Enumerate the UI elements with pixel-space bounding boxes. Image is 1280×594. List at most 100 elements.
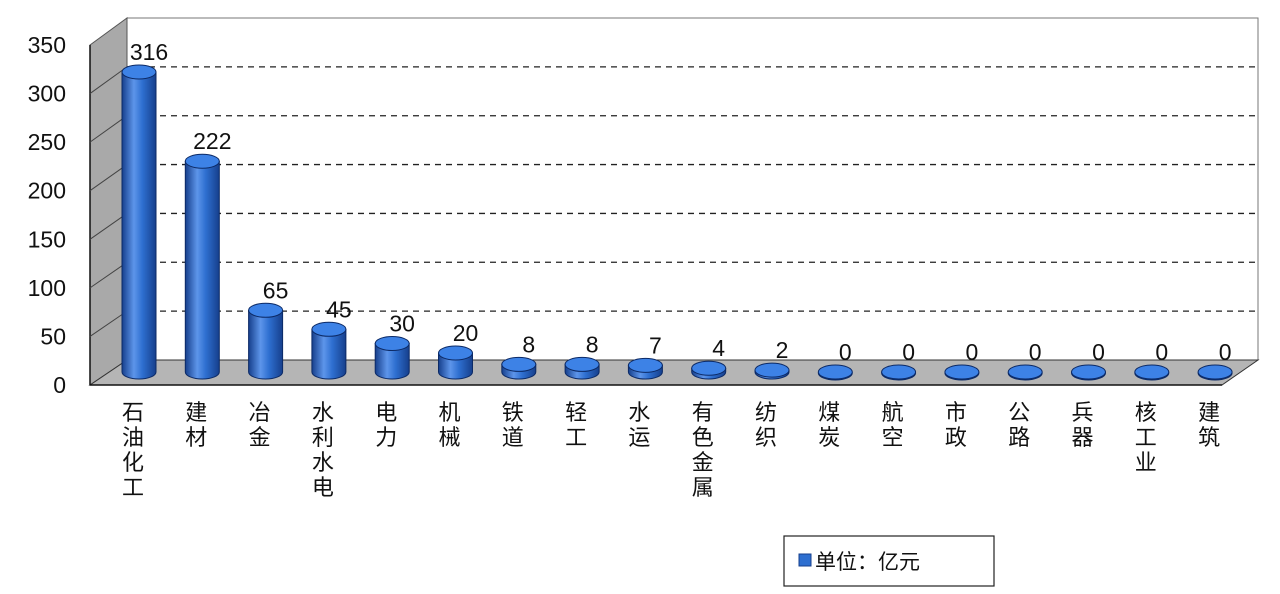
bar <box>691 360 727 380</box>
y-tick-label: 200 <box>28 178 66 204</box>
bar-top <box>121 64 157 80</box>
bar-top <box>438 345 473 361</box>
data-label: 0 <box>966 339 979 365</box>
category-label: 电力 <box>375 401 397 451</box>
y-tick-label: 50 <box>40 323 66 349</box>
bar-top <box>817 364 853 380</box>
y-tick-label: 350 <box>28 32 66 58</box>
data-label: 7 <box>649 332 662 358</box>
bar <box>501 356 537 380</box>
data-label: 20 <box>453 320 479 346</box>
plot-back-wall <box>126 17 1259 361</box>
bar-top <box>248 302 284 318</box>
y-tick-label: 100 <box>28 275 66 301</box>
bar-top <box>881 364 917 380</box>
legend: 单位：亿元 <box>783 535 995 587</box>
data-label: 2 <box>776 337 789 363</box>
data-label: 45 <box>326 296 352 322</box>
category-label: 冶金 <box>249 401 271 451</box>
data-label: 316 <box>130 39 168 65</box>
bar <box>184 153 220 380</box>
gridlines <box>89 66 1258 337</box>
bar <box>248 302 284 380</box>
category-label: 水运 <box>628 401 650 451</box>
data-label: 8 <box>522 331 535 357</box>
bar <box>944 364 980 381</box>
bars <box>121 64 1233 381</box>
legend-swatch <box>798 553 812 567</box>
bar-top <box>754 362 790 378</box>
data-label: 0 <box>1029 339 1042 365</box>
bar-body <box>248 309 284 380</box>
bar-top <box>501 356 537 372</box>
bar-top <box>691 360 727 376</box>
bar-top <box>627 357 663 373</box>
data-label: 0 <box>1092 339 1105 365</box>
data-label: 8 <box>586 331 599 357</box>
data-label: 0 <box>902 339 915 365</box>
bar-top <box>311 321 347 337</box>
data-label: 222 <box>193 128 231 154</box>
category-label: 机械 <box>438 401 460 451</box>
category-label: 轻工 <box>565 401 587 451</box>
bar-top <box>1071 364 1106 380</box>
bar <box>1071 364 1106 381</box>
gridline-wall <box>89 66 128 94</box>
data-label: 30 <box>389 311 415 337</box>
bar <box>881 364 917 381</box>
bar <box>1134 364 1170 381</box>
bar <box>817 364 853 381</box>
category-label: 建筑 <box>1198 401 1220 451</box>
bar-body <box>121 71 157 380</box>
legend-label: 单位：亿元 <box>815 550 920 574</box>
data-label: 0 <box>839 339 852 365</box>
category-label: 市政 <box>945 401 967 451</box>
legend-box <box>783 535 995 587</box>
bar <box>374 336 410 380</box>
gridline-wall <box>89 213 128 240</box>
data-label: 0 <box>1155 339 1168 365</box>
bar <box>1007 364 1043 381</box>
bar <box>564 356 600 380</box>
bar-body <box>311 328 347 380</box>
bar <box>311 321 347 380</box>
bar <box>1197 364 1233 381</box>
bar <box>627 357 663 380</box>
bar-top <box>564 356 600 372</box>
bar-top <box>374 336 410 352</box>
category-label: 建材 <box>185 401 207 451</box>
bar <box>121 64 157 380</box>
bar-top <box>944 364 980 380</box>
category-label: 煤炭 <box>818 401 840 451</box>
category-label: 公路 <box>1008 401 1030 451</box>
category-label: 有色金属 <box>692 401 714 501</box>
gridline-wall <box>89 164 128 192</box>
y-tick-label: 250 <box>28 129 66 155</box>
bar-top <box>1197 364 1233 380</box>
data-label: 4 <box>712 335 725 361</box>
gridline-wall <box>89 115 128 143</box>
bar-body <box>374 343 410 380</box>
category-label: 铁道 <box>502 401 524 451</box>
y-axis-ticks: 0 50 100 150 200 250 300 350 <box>28 32 66 398</box>
category-label: 水利水电 <box>312 401 334 501</box>
bar-body <box>184 160 220 380</box>
category-label: 纺织 <box>755 401 777 451</box>
data-label: 0 <box>1219 339 1232 365</box>
category-label: 航空 <box>882 401 904 451</box>
data-label: 65 <box>263 277 289 303</box>
gridline-wall <box>89 261 128 289</box>
bar-top <box>1134 364 1170 380</box>
y-tick-label: 0 <box>53 372 66 398</box>
category-label: 核工业 <box>1135 401 1157 476</box>
y-tick-label: 150 <box>28 226 66 252</box>
bar-top <box>184 153 220 169</box>
bar <box>754 362 790 380</box>
y-tick-label: 300 <box>28 81 66 107</box>
category-label: 兵器 <box>1071 401 1093 451</box>
category-label: 石油化工 <box>122 401 144 501</box>
bar <box>438 345 473 380</box>
